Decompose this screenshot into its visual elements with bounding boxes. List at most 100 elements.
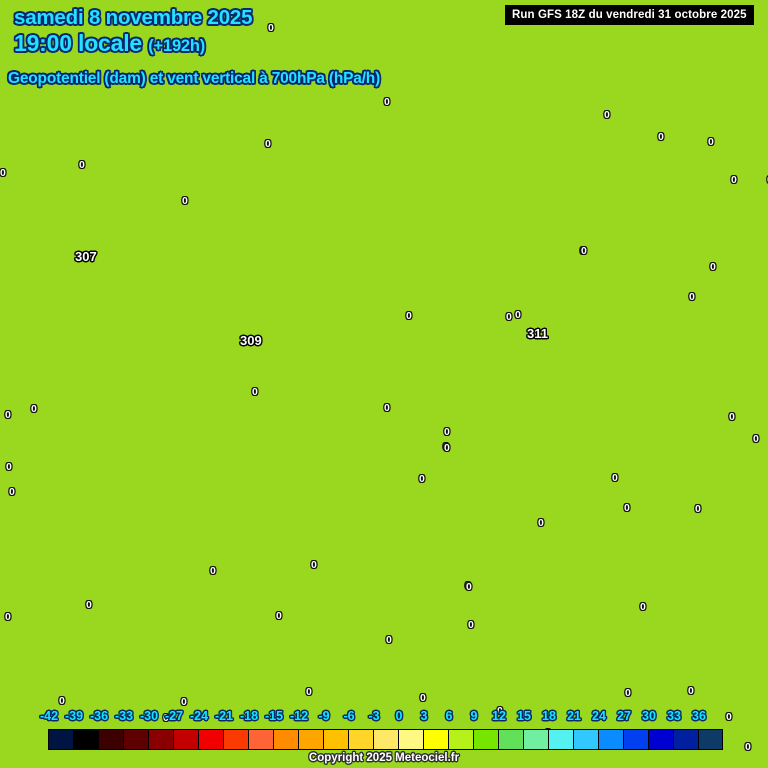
- colorbar-swatch[interactable]: [248, 729, 273, 750]
- colorbar-swatch[interactable]: [373, 729, 398, 750]
- colorbar-swatch[interactable]: [598, 729, 623, 750]
- colorbar-swatch[interactable]: [448, 729, 473, 750]
- zero-contour-label: 0: [745, 741, 751, 753]
- zero-contour-label: 0: [252, 386, 258, 398]
- colorbar-swatch[interactable]: [273, 729, 298, 750]
- colorbar-swatch[interactable]: [173, 729, 198, 750]
- zero-contour-label: 0: [59, 695, 65, 707]
- colorbar-swatch[interactable]: [673, 729, 698, 750]
- colorbar-tick: 33: [667, 709, 681, 723]
- zero-contour-label: 0: [710, 261, 716, 273]
- zero-contour-label: 0: [497, 705, 503, 717]
- colorbar-tick: -33: [114, 709, 134, 723]
- zero-contour-label: 0: [86, 599, 92, 611]
- colorbar-swatch[interactable]: [148, 729, 173, 750]
- forecast-time: 19:00 locale (+192h): [14, 30, 205, 57]
- zero-contour-label: 0: [406, 310, 412, 322]
- zero-contour-label: 0: [695, 503, 701, 515]
- colorbar-tick: -21: [214, 709, 234, 723]
- colorbar-swatch[interactable]: [648, 729, 673, 750]
- zero-contour-label: 0: [182, 195, 188, 207]
- colorbar-swatch[interactable]: [223, 729, 248, 750]
- colorbar-swatch[interactable]: [423, 729, 448, 750]
- zero-contour-label: 0: [731, 174, 737, 186]
- zero-contour-label: 0: [268, 22, 274, 34]
- forecast-lead-time: (+192h): [148, 37, 206, 55]
- colorbar-tick: -12: [289, 709, 309, 723]
- zero-contour-label: 0: [0, 167, 6, 179]
- colorbar-swatch[interactable]: [523, 729, 548, 750]
- colorbar-tick: 12: [492, 709, 506, 723]
- zero-contour-label: 0: [163, 712, 169, 724]
- colorbar-tick: 18: [542, 709, 556, 723]
- zero-contour-label: 0: [6, 461, 12, 473]
- contour-label: 309: [240, 333, 262, 348]
- colorbar-swatch[interactable]: [98, 729, 123, 750]
- zero-contour-label: 0: [386, 634, 392, 646]
- colorbar-tick: 0: [395, 709, 403, 723]
- colorbar-swatch[interactable]: [48, 729, 73, 750]
- zero-contour-label: 0: [276, 610, 282, 622]
- zero-contour-label: 0: [580, 245, 586, 257]
- colorbar-swatch[interactable]: [623, 729, 648, 750]
- zero-contour-label: 0: [538, 517, 544, 529]
- colorbar-tick: 15: [517, 709, 531, 723]
- colorbar-swatch[interactable]: [298, 729, 323, 750]
- colorbar-swatch[interactable]: [698, 729, 723, 750]
- colorbar-tick: -42: [39, 709, 59, 723]
- zero-contour-label: 0: [9, 486, 15, 498]
- colorbar-swatch[interactable]: [573, 729, 598, 750]
- colorbar-tick: 9: [470, 709, 478, 723]
- zero-contour-label: 0: [265, 138, 271, 150]
- zero-contour-label: 0: [729, 411, 735, 423]
- colorbar-swatch[interactable]: [498, 729, 523, 750]
- zero-contour-label: 0: [384, 402, 390, 414]
- colorbar-swatch[interactable]: [123, 729, 148, 750]
- colorbar[interactable]: [48, 729, 723, 750]
- zero-contour-label: 0: [384, 96, 390, 108]
- zero-contour-label: 0: [506, 311, 512, 323]
- colorbar-tick: -30: [139, 709, 159, 723]
- zero-contour-label: 0: [640, 601, 646, 613]
- colorbar-tick: -27: [164, 709, 184, 723]
- zero-contour-label: 0: [625, 687, 631, 699]
- zero-contour-label: 0: [689, 291, 695, 303]
- zero-contour-label: 0: [5, 409, 11, 421]
- forecast-time-local: 19:00 locale: [14, 30, 143, 56]
- model-run-banner: Run GFS 18Z du vendredi 31 octobre 2025: [505, 5, 754, 25]
- zero-contour-label: 0: [604, 109, 610, 121]
- colorbar-tick: 24: [592, 709, 606, 723]
- colorbar-swatch[interactable]: [473, 729, 498, 750]
- copyright-notice: Copyright 2025 Meteociel.fr: [308, 752, 460, 764]
- colorbar-tick: -18: [239, 709, 259, 723]
- contour-label: 307: [75, 249, 97, 264]
- colorbar-tick: 21: [567, 709, 581, 723]
- colorbar-swatch[interactable]: [73, 729, 98, 750]
- zero-contour-label: 0: [624, 502, 630, 514]
- colorbar-tick: -24: [189, 709, 209, 723]
- colorbar-tick: -39: [64, 709, 84, 723]
- zero-contour-label: 0: [444, 426, 450, 438]
- colorbar-tick: 3: [420, 709, 428, 723]
- zero-contour-label: 0: [688, 685, 694, 697]
- colorbar-swatch[interactable]: [323, 729, 348, 750]
- zero-contour-label: 0: [419, 473, 425, 485]
- zero-contour-label: 0: [444, 442, 450, 454]
- zero-contour-label: 0: [79, 159, 85, 171]
- colorbar-tick-labels: -42 -39 -36 -33 -30 -27 -24 -21 -18 -15 -12 -9 -6 -3 0…: [0, 709, 768, 727]
- colorbar-swatch[interactable]: [548, 729, 573, 750]
- colorbar-tick: -6: [343, 709, 355, 723]
- colorbar-tick: -36: [89, 709, 109, 723]
- parameter-title: Geopotentiel (dam) et vent vertical à 70…: [8, 70, 381, 87]
- zero-contour-label: 0: [612, 472, 618, 484]
- colorbar-tick: -15: [264, 709, 284, 723]
- colorbar-swatch[interactable]: [398, 729, 423, 750]
- colorbar-swatch[interactable]: [348, 729, 373, 750]
- colorbar-tick: 30: [642, 709, 656, 723]
- zero-contour-label: 0: [306, 686, 312, 698]
- colorbar-swatch[interactable]: [198, 729, 223, 750]
- colorbar-tick: 27: [617, 709, 631, 723]
